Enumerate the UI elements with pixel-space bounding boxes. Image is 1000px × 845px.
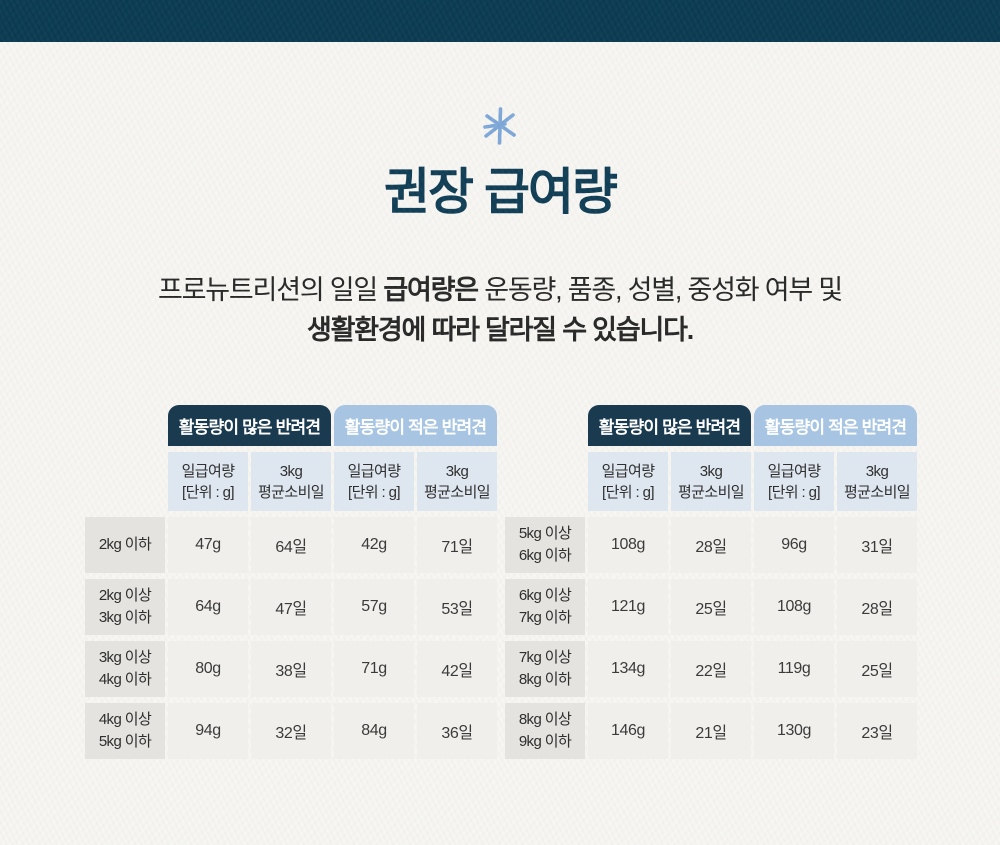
row-label: 5kg 이상 6kg 이하	[505, 517, 585, 573]
table-cell: 36일	[417, 703, 497, 759]
table-cell: 21일	[671, 703, 751, 759]
table-cell: 134g	[588, 641, 668, 697]
row-label: 2kg 이상 3kg 이하	[85, 579, 165, 635]
table-cell: 57g	[334, 579, 414, 635]
table-cell: 38일	[251, 641, 331, 697]
subheader-daily-amount: 일급여량 [단위 : g]	[588, 452, 668, 511]
table-cell: 47일	[251, 579, 331, 635]
subheader-consumption-days: 3kg 평균소비일	[837, 452, 917, 511]
table-header-high-activity: 활동량이 많은 반려견	[588, 405, 751, 446]
row-label: 2kg 이하	[85, 517, 165, 573]
table-cell: 96g	[754, 517, 834, 573]
table-cell: 22일	[671, 641, 751, 697]
table-cell: 108g	[754, 579, 834, 635]
table-cell: 84g	[334, 703, 414, 759]
subtitle-text: 운동량, 품종, 성별, 중성화 여부 및	[477, 275, 843, 305]
table-cell: 64g	[168, 579, 248, 635]
top-navy-bar	[0, 0, 1000, 42]
table-cell: 28일	[837, 579, 917, 635]
table-header-high-activity: 활동량이 많은 반려견	[168, 405, 331, 446]
table-cell: 119g	[754, 641, 834, 697]
feeding-table-medium-dogs: 활동량이 많은 반려견 활동량이 적은 반려견 일급여량 [단위 : g] 3k…	[505, 405, 917, 759]
table-cell: 25일	[837, 641, 917, 697]
table-cell: 42g	[334, 517, 414, 573]
subtitle-bold-text: 급여량은	[383, 275, 479, 305]
table-cell: 32일	[251, 703, 331, 759]
row-label: 6kg 이상 7kg 이하	[505, 579, 585, 635]
table-cell: 80g	[168, 641, 248, 697]
row-label: 4kg 이상 5kg 이하	[85, 703, 165, 759]
subheader-daily-amount: 일급여량 [단위 : g]	[168, 452, 248, 511]
feeding-tables: 활동량이 많은 반려견 활동량이 적은 반려견 일급여량 [단위 : g] 3k…	[0, 405, 1000, 759]
table-cell: 108g	[588, 517, 668, 573]
table-cell: 71일	[417, 517, 497, 573]
table-cell: 47g	[168, 517, 248, 573]
table-cell: 121g	[588, 579, 668, 635]
table-header-low-activity: 활동량이 적은 반려견	[754, 405, 917, 446]
table-cell: 64일	[251, 517, 331, 573]
table-cell: 28일	[671, 517, 751, 573]
subheader-daily-amount: 일급여량 [단위 : g]	[334, 452, 414, 511]
row-label: 8kg 이상 9kg 이하	[505, 703, 585, 759]
table-cell: 23일	[837, 703, 917, 759]
subheader-consumption-days: 3kg 평균소비일	[671, 452, 751, 511]
row-label: 3kg 이상 4kg 이하	[85, 641, 165, 697]
asterisk-icon	[483, 107, 516, 145]
subheader-consumption-days: 3kg 평균소비일	[417, 452, 497, 511]
subheader-consumption-days: 3kg 평균소비일	[251, 452, 331, 511]
page-subtitle: 프로뉴트리션의 일일 급여량은 운동량, 품종, 성별, 중성화 여부 및 생활…	[0, 270, 1000, 350]
table-cell: 94g	[168, 703, 248, 759]
table-cell: 53일	[417, 579, 497, 635]
subtitle-bold-text: 생활환경에 따라 달라질 수 있습니다.	[306, 315, 694, 345]
table-header-low-activity: 활동량이 적은 반려견	[334, 405, 497, 446]
table-cell: 25일	[671, 579, 751, 635]
table-cell: 42일	[417, 641, 497, 697]
table-cell: 31일	[837, 517, 917, 573]
table-cell: 146g	[588, 703, 668, 759]
table-cell: 71g	[334, 641, 414, 697]
subtitle-text: 프로뉴트리션의 일일	[158, 275, 384, 305]
table-cell: 130g	[754, 703, 834, 759]
subheader-daily-amount: 일급여량 [단위 : g]	[754, 452, 834, 511]
row-label: 7kg 이상 8kg 이하	[505, 641, 585, 697]
feeding-table-small-dogs: 활동량이 많은 반려견 활동량이 적은 반려견 일급여량 [단위 : g] 3k…	[85, 405, 497, 759]
page-title: 권장 급여량	[384, 164, 618, 220]
